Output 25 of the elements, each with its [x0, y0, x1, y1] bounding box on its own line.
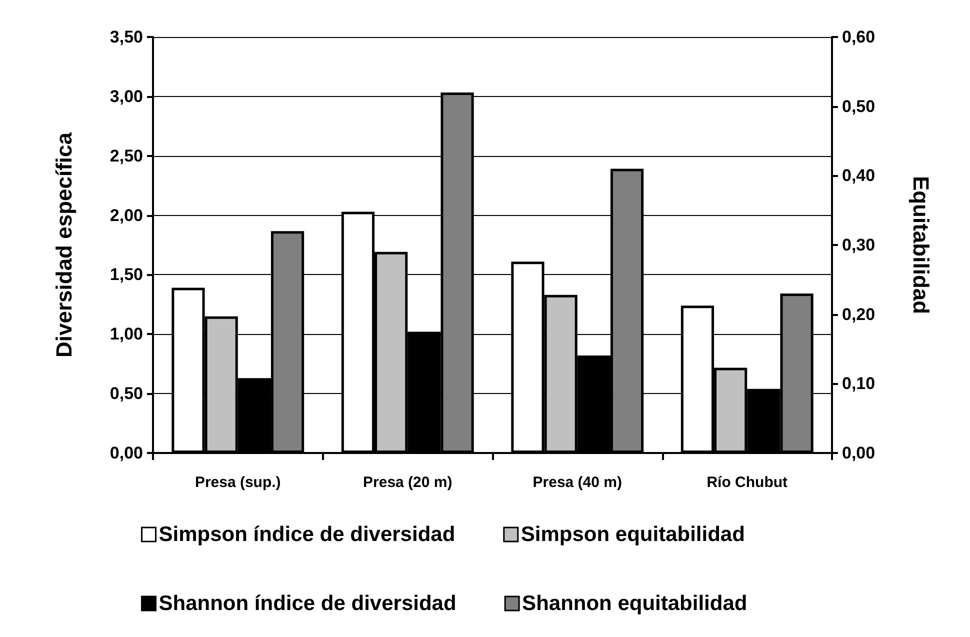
y-axis-title: Diversidad específica: [52, 132, 76, 358]
legend-label: Shannon equitabilidad: [522, 592, 748, 615]
x-tick-label: Presa (40 m): [532, 474, 622, 491]
y2-axis-title: Equitabilidad: [908, 176, 934, 314]
y-tick-label: 2,00: [110, 206, 143, 225]
y-tick-label: 1,50: [110, 265, 143, 284]
y2-tick-label: 0,60: [842, 28, 876, 46]
y2-tick-label: 0,00: [842, 444, 876, 462]
y-tick-label: 3,50: [110, 28, 143, 46]
x-tick-label: Río Chubut: [706, 474, 788, 491]
y-tick-label: 0,50: [110, 384, 143, 404]
y-tick-label: 3,00: [110, 86, 143, 106]
y2-tick-label: 0,50: [842, 96, 876, 116]
y2-tick-label: 0,40: [842, 166, 876, 186]
x-tick-label: Presa (20 m): [363, 474, 452, 491]
x-tick-label: Presa (sup.): [194, 474, 281, 491]
legend-label: Simpson equitabilidad: [520, 523, 745, 546]
y-tick-label: 0,00: [110, 444, 143, 462]
y-tick-label: 2,50: [110, 146, 143, 166]
y2-tick-label: 0,30: [842, 236, 876, 254]
legend-label: Simpson índice de diversidad: [158, 523, 456, 546]
legend-label: Shannon índice de diversidad: [158, 592, 456, 615]
y-tick-label: 1,00: [110, 324, 143, 344]
y2-tick-label: 0,20: [842, 304, 876, 324]
y2-tick-label: 0,10: [842, 374, 876, 394]
